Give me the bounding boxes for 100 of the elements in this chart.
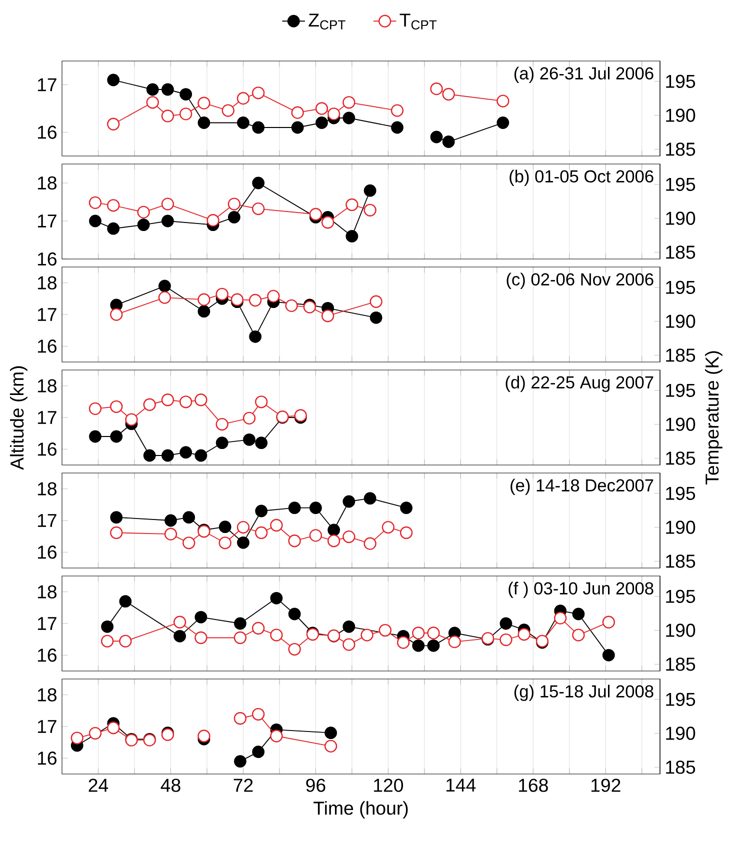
- point: [182, 511, 196, 524]
- y-axis-title: Altitude (km): [10, 366, 28, 470]
- point: [518, 628, 530, 641]
- y2-tick-label: 185: [666, 760, 696, 774]
- point: [206, 214, 220, 227]
- point: [194, 610, 208, 624]
- y2-tick-label: 190: [666, 726, 696, 740]
- y-tick-label: 17: [38, 214, 56, 228]
- point: [194, 394, 208, 406]
- y2-tick-label: 185: [666, 246, 696, 259]
- point: [342, 620, 356, 633]
- point: [146, 96, 159, 109]
- point: [255, 396, 268, 408]
- y-tick-label: 17: [38, 720, 56, 733]
- x-tick-label: 24: [88, 778, 108, 792]
- point: [218, 536, 232, 550]
- x-tick-label: 48: [160, 778, 180, 792]
- y-tick-label: 18: [38, 276, 56, 290]
- point: [602, 616, 615, 628]
- point: [158, 280, 171, 292]
- y2-tick-label: 195: [666, 692, 696, 706]
- point: [236, 520, 250, 534]
- point: [288, 534, 301, 548]
- point: [252, 622, 265, 635]
- point: [110, 308, 123, 321]
- point: [107, 722, 120, 734]
- point: [198, 96, 210, 110]
- point: [237, 536, 250, 549]
- point: [174, 630, 186, 642]
- point: [89, 214, 102, 228]
- point: [252, 708, 265, 721]
- point: [270, 628, 283, 642]
- y-tick-label: 16: [38, 546, 56, 559]
- point: [270, 592, 283, 604]
- chart-title: (c) 02-06 Nov 2006: [506, 272, 654, 289]
- point: [288, 502, 301, 514]
- point: [442, 136, 455, 148]
- point: [158, 291, 172, 304]
- point: [198, 116, 210, 129]
- y-tick-label: 16: [38, 752, 56, 765]
- point: [110, 400, 123, 413]
- point: [442, 88, 455, 101]
- point: [243, 433, 256, 446]
- chart-title: (f ) 03-10 Jun 2008: [508, 582, 654, 598]
- point: [107, 222, 120, 235]
- point: [234, 631, 247, 644]
- point: [321, 216, 334, 229]
- y2-tick-label: 195: [666, 280, 696, 294]
- x-tick-label: 96: [306, 778, 326, 792]
- x-tick-label: 192: [591, 778, 620, 792]
- point: [309, 529, 322, 542]
- point: [270, 518, 283, 532]
- point: [234, 617, 246, 630]
- y-tick-label: 17: [38, 411, 56, 424]
- y-tick-label: 17: [38, 617, 56, 630]
- point: [327, 108, 340, 120]
- point: [218, 520, 232, 534]
- x-tick-label: 168: [518, 778, 548, 792]
- y-tick-label: 16: [38, 340, 56, 353]
- y2-tick-label: 190: [666, 108, 696, 122]
- point: [222, 104, 234, 117]
- point: [255, 526, 268, 540]
- point: [427, 639, 440, 652]
- point: [70, 732, 84, 744]
- point: [89, 430, 102, 443]
- point: [161, 394, 174, 406]
- point: [180, 88, 192, 100]
- point: [164, 528, 178, 540]
- chart-title: (g) 15-18 Jul 2008: [514, 684, 654, 701]
- point: [162, 214, 174, 228]
- y2-tick-label: 185: [666, 348, 696, 362]
- point: [327, 534, 340, 548]
- legend-label: T$_{CPT}$: [400, 14, 437, 30]
- point: [554, 612, 567, 624]
- point: [342, 96, 356, 109]
- point: [378, 624, 392, 637]
- x-tick-label: 72: [234, 778, 253, 792]
- point: [324, 726, 337, 740]
- point: [412, 639, 425, 652]
- point: [161, 198, 174, 210]
- point: [143, 398, 156, 411]
- point: [321, 310, 334, 322]
- point: [382, 520, 395, 534]
- point: [107, 74, 120, 86]
- y2-tick-label: 195: [666, 486, 696, 500]
- point: [252, 121, 265, 134]
- legend-label: Z$_{CPT}$: [308, 14, 346, 30]
- point: [396, 636, 410, 649]
- point: [572, 608, 585, 620]
- point: [400, 502, 412, 514]
- point: [237, 116, 250, 129]
- y-tick-label: 18: [38, 482, 56, 496]
- chart-title: (d) 22-25 Aug 2007: [506, 376, 654, 392]
- point: [230, 293, 244, 306]
- point: [236, 92, 250, 105]
- point: [198, 305, 210, 318]
- point: [216, 436, 228, 450]
- point: [328, 524, 340, 536]
- y-tick-label: 18: [38, 688, 56, 702]
- point: [285, 299, 298, 312]
